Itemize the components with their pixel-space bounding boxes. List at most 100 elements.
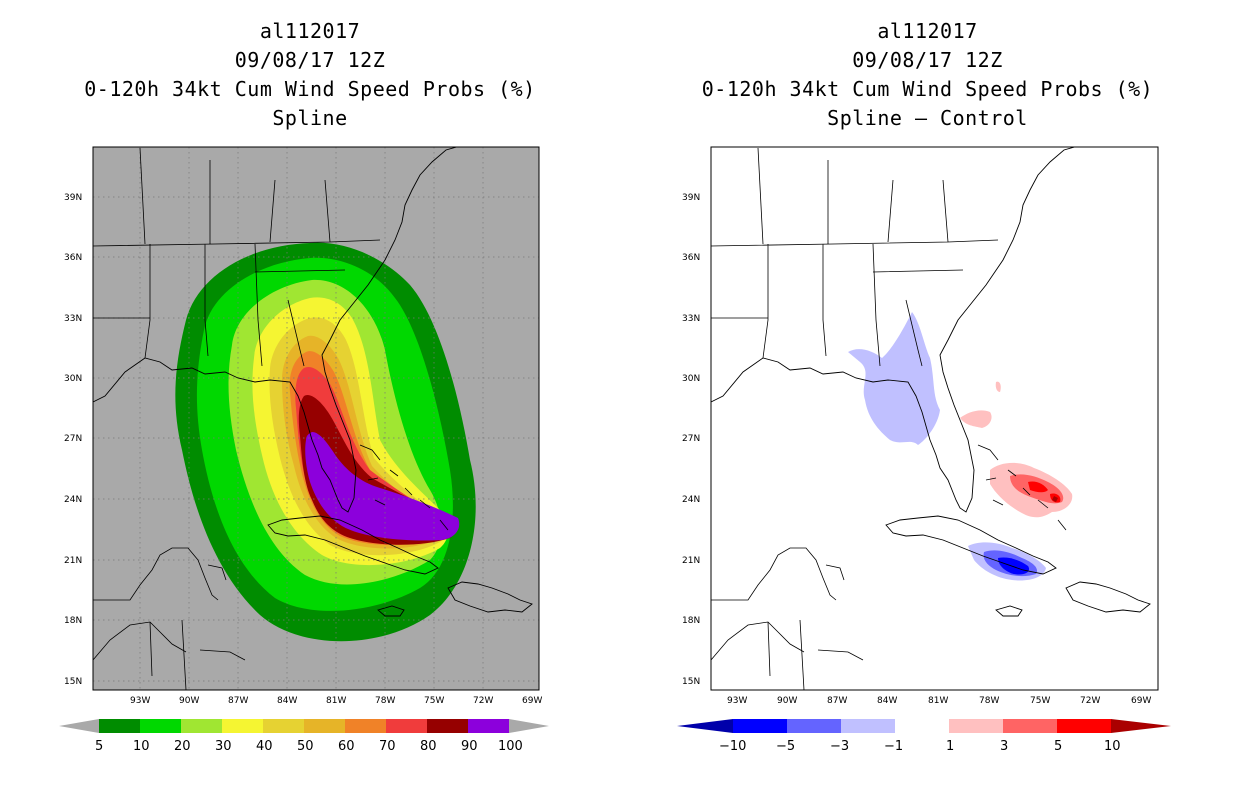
colorbar-bin-neg10-neg5: [733, 719, 787, 733]
storm-id: al112017: [877, 19, 978, 43]
lon-tick: 69W: [1131, 696, 1151, 706]
left-map: 39N 36N 33N 30N 27N 24N 21N 18N 15N 93W …: [64, 146, 542, 706]
map-frame: [710, 146, 1159, 691]
colorbar-bin-80-90: [427, 719, 468, 733]
right-colorbar: −10 −5 −3 −1 1 3 5 10: [677, 719, 1171, 754]
colorbar-bin-70-80: [386, 719, 427, 733]
colorbar-label: 10: [133, 739, 150, 754]
colorbar-label: 20: [174, 739, 191, 754]
colorbar-label: −10: [719, 739, 746, 754]
left-panel-title: al112017 09/08/17 12Z 0-120h 34kt Cum Wi…: [40, 17, 580, 133]
colorbar-bin-neg1-1: [895, 719, 949, 733]
colorbar-label: 5: [95, 739, 103, 754]
colorbar-label: 1: [946, 739, 954, 754]
colorbar-under-arrow: [59, 719, 99, 733]
right-panel-title: al112017 09/08/17 12Z 0-120h 34kt Cum Wi…: [655, 17, 1200, 133]
product-title: 0-120h 34kt Cum Wind Speed Probs (%): [84, 77, 536, 101]
map-frame: [92, 146, 540, 691]
lon-tick: 93W: [727, 696, 747, 706]
lat-tick: 30N: [682, 374, 700, 384]
diff-pos-1-3-b: [995, 381, 1001, 392]
colorbar-bin-60-70: [345, 719, 386, 733]
colorbar-label: 100: [498, 739, 523, 754]
lat-tick: 33N: [682, 314, 700, 324]
colorbar-over-arrow: [1111, 719, 1171, 733]
lat-tick: 15N: [682, 677, 700, 687]
lat-axis: 39N 36N 33N 30N 27N 24N 21N 18N 15N: [682, 193, 700, 687]
colorbar-bin-neg3-neg1: [841, 719, 895, 733]
colorbar-label: 5: [1054, 739, 1062, 754]
colorbar-under-arrow: [677, 719, 733, 733]
lon-tick: 93W: [130, 696, 150, 706]
lon-tick: 84W: [277, 696, 297, 706]
lon-tick: 72W: [473, 696, 493, 706]
colorbar-bin-30-40: [222, 719, 263, 733]
left-colorbar: 5 10 20 30 40 50 60 70 80 90 100: [59, 719, 549, 754]
lat-tick: 21N: [682, 556, 700, 566]
lon-tick: 75W: [424, 696, 444, 706]
lon-tick: 69W: [522, 696, 542, 706]
right-map: 39N 36N 33N 30N 27N 24N 21N 18N 15N 93W …: [682, 146, 1159, 706]
lon-tick: 81W: [928, 696, 948, 706]
colorbar-label: 60: [338, 739, 355, 754]
diff-pos-1-3-a: [960, 410, 992, 428]
lat-tick: 21N: [64, 556, 82, 566]
lat-tick: 30N: [64, 374, 82, 384]
colorbar-bin-5-10: [99, 719, 140, 733]
colorbar-label: 70: [379, 739, 396, 754]
colorbar-label: 40: [256, 739, 273, 754]
lon-axis: 93W 90W 87W 84W 81W 78W 75W 72W 69W: [130, 696, 542, 706]
lat-tick: 27N: [682, 434, 700, 444]
lat-tick: 36N: [682, 253, 700, 263]
diff-pos-5-10-bahamas: [1028, 481, 1048, 493]
lon-tick: 72W: [1080, 696, 1100, 706]
lat-tick: 18N: [64, 616, 82, 626]
colorbar-label: 3: [1000, 739, 1008, 754]
diff-neg-1-3-north-b: [920, 359, 932, 375]
colorbar-bin-90-100: [468, 719, 509, 733]
lon-tick: 75W: [1030, 696, 1050, 706]
probability-contours: [175, 242, 476, 642]
lat-tick: 24N: [64, 495, 82, 505]
lon-tick: 78W: [375, 696, 395, 706]
colorbar-label: −3: [830, 739, 849, 754]
lat-tick: 36N: [64, 253, 82, 263]
lon-tick: 78W: [979, 696, 999, 706]
colorbar-bin-50-60: [304, 719, 345, 733]
colorbar-bin-neg5-neg3: [787, 719, 841, 733]
colorbar-label: −5: [776, 739, 795, 754]
lon-tick: 87W: [228, 696, 248, 706]
lat-tick: 39N: [682, 193, 700, 203]
storm-id: al112017: [259, 19, 361, 43]
lon-tick: 84W: [877, 696, 897, 706]
colorbar-over-arrow: [509, 719, 549, 733]
product-title: 0-120h 34kt Cum Wind Speed Probs (%): [701, 77, 1154, 101]
colorbar-bin-40-50: [263, 719, 304, 733]
lon-tick: 81W: [326, 696, 346, 706]
lat-tick: 33N: [64, 314, 82, 324]
panel-subtitle: Spline – Control: [827, 106, 1028, 130]
colorbar-label: 30: [215, 739, 232, 754]
colorbar-label: 90: [461, 739, 478, 754]
lon-tick: 90W: [179, 696, 199, 706]
colorbar-label: 80: [420, 739, 437, 754]
colorbar-label: 50: [297, 739, 314, 754]
forecast-time: 09/08/17 12Z: [852, 48, 1003, 72]
colorbar-label: −1: [884, 739, 903, 754]
colorbar-bin-5-10: [1057, 719, 1111, 733]
colorbar-bin-1-3: [949, 719, 1003, 733]
lat-tick: 24N: [682, 495, 700, 505]
colorbar-bin-10-20: [140, 719, 181, 733]
diff-neg-5-10-cuba: [998, 557, 1030, 575]
colorbar-bin-20-30: [181, 719, 222, 733]
forecast-time: 09/08/17 12Z: [234, 48, 386, 72]
contour-100: [311, 438, 454, 532]
lat-axis: 39N 36N 33N 30N 27N 24N 21N 18N 15N: [64, 193, 82, 687]
diff-pos-gt10-bahamas: [1052, 496, 1058, 502]
lon-axis: 93W 90W 87W 84W 81W 78W 75W 72W 69W: [727, 696, 1151, 706]
lon-tick: 87W: [827, 696, 847, 706]
lat-tick: 18N: [682, 616, 700, 626]
lat-tick: 27N: [64, 434, 82, 444]
lon-tick: 90W: [777, 696, 797, 706]
